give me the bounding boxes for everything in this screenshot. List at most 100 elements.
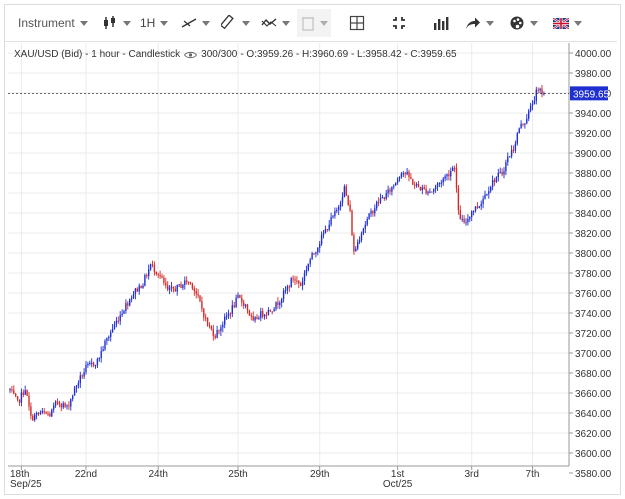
candle (220, 324, 222, 336)
candle (56, 398, 59, 406)
chevron-down-icon (486, 20, 494, 26)
candle (482, 195, 484, 209)
y-tick-label: 3620.00 (575, 429, 612, 440)
candle (92, 361, 95, 368)
candle (425, 184, 427, 195)
candle (35, 411, 38, 420)
candle (85, 360, 87, 375)
x-tick-label: 29th (310, 469, 329, 480)
candle (328, 219, 330, 232)
candle (91, 358, 93, 368)
candle (376, 200, 378, 211)
fullscreen-button[interactable] (385, 5, 413, 41)
candle (415, 182, 418, 188)
volume-button[interactable] (427, 5, 455, 41)
candle (208, 322, 211, 329)
eye-icon[interactable] (184, 51, 198, 59)
candle (9, 387, 11, 393)
candle (526, 113, 528, 125)
last-price-marker: 3959.65 (8, 86, 610, 101)
share-dropdown[interactable] (465, 5, 501, 41)
candle (54, 400, 57, 408)
candle (123, 309, 125, 315)
candle (393, 184, 395, 190)
candle (507, 152, 509, 166)
candle (269, 309, 271, 312)
candle (357, 239, 359, 251)
candle (387, 185, 389, 198)
candle (258, 315, 260, 320)
candle (153, 261, 156, 276)
candle (106, 337, 108, 345)
y-tick-label: 3700.00 (575, 349, 612, 360)
language-dropdown[interactable] (553, 5, 589, 41)
candle (168, 284, 171, 295)
delete-drawings-button[interactable] (297, 9, 331, 37)
candle (172, 286, 175, 293)
candle (252, 311, 254, 322)
candle (96, 357, 99, 369)
candle (250, 312, 252, 321)
candle (531, 100, 534, 111)
instrument-dropdown[interactable]: Instrument (18, 5, 94, 41)
theme-dropdown[interactable] (509, 5, 545, 41)
candle (529, 102, 532, 113)
candle (353, 232, 355, 255)
candle (229, 312, 232, 319)
candle (132, 291, 135, 299)
trash-icon (301, 17, 314, 31)
chevron-down-icon (282, 20, 290, 26)
candle (170, 281, 173, 292)
candle (455, 163, 458, 193)
candle (281, 297, 283, 308)
candle (381, 194, 384, 199)
drawing-tools-dropdown[interactable] (181, 5, 213, 41)
candle (70, 398, 72, 411)
candle (417, 180, 420, 188)
candle (134, 287, 137, 300)
candle (539, 87, 541, 94)
candle (244, 303, 247, 309)
candles (9, 85, 545, 422)
candle (216, 325, 218, 339)
candle (231, 300, 233, 318)
chart-type-dropdown[interactable] (102, 5, 132, 41)
candle (442, 176, 444, 186)
candle (296, 276, 298, 285)
candle (157, 272, 159, 279)
candle (522, 123, 524, 127)
candle (13, 385, 15, 395)
candle (64, 402, 66, 408)
candle (524, 123, 526, 129)
candle (119, 311, 121, 326)
last-price-tag (570, 86, 608, 101)
crosshair-button[interactable] (343, 5, 371, 41)
candle (286, 284, 289, 295)
candle (77, 380, 80, 389)
candle (180, 281, 182, 289)
candle (389, 187, 391, 195)
candle (195, 287, 197, 299)
language-flag-icon (553, 17, 569, 29)
candle (117, 316, 119, 324)
candle (493, 177, 496, 186)
compare-dropdown[interactable] (261, 5, 293, 41)
x-tick-label: 22nd (75, 469, 97, 480)
candle (427, 190, 429, 196)
candle (53, 402, 55, 413)
candle (290, 276, 292, 288)
candle (461, 214, 463, 222)
candle (372, 209, 374, 217)
candle (233, 301, 235, 309)
measure-tools-dropdown[interactable] (221, 5, 253, 41)
candle (225, 312, 228, 320)
candle (431, 191, 433, 193)
candle (58, 400, 61, 408)
candle (279, 300, 281, 310)
candle (324, 225, 327, 234)
candle (320, 231, 323, 246)
interval-dropdown[interactable]: 1H (140, 5, 174, 41)
candle (537, 87, 539, 94)
y-tick-label: 3920.00 (575, 129, 612, 140)
